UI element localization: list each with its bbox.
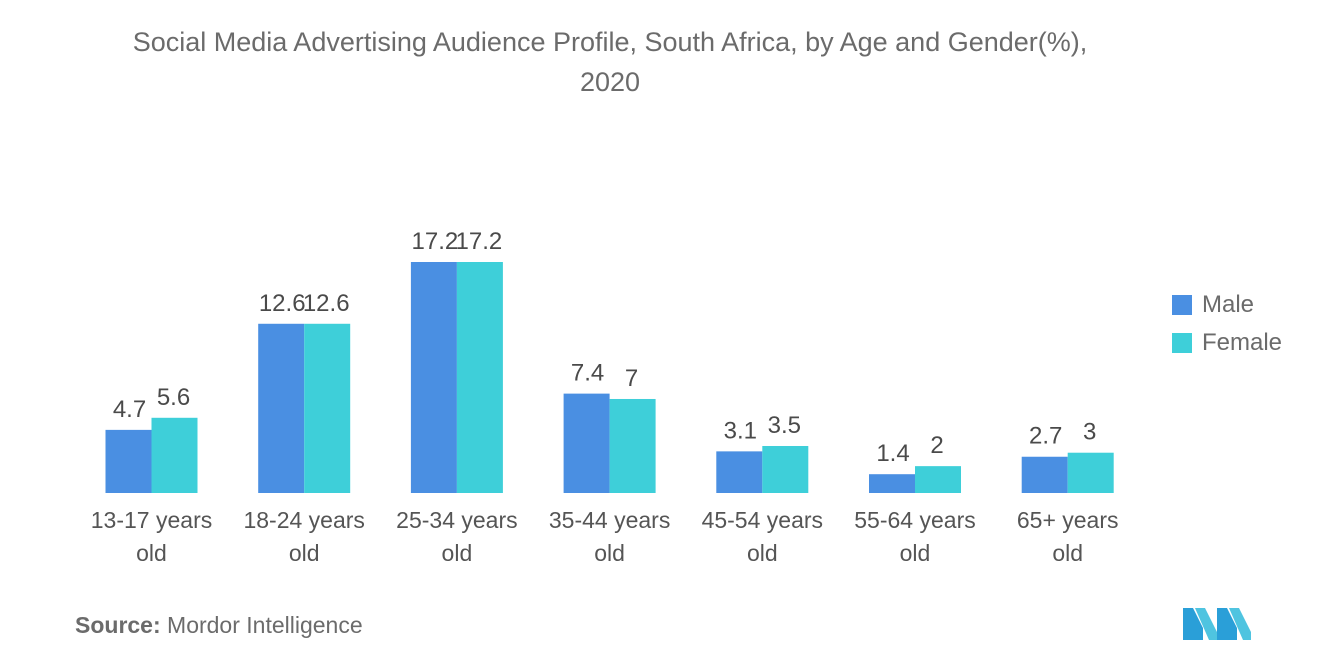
data-label: 4.7 bbox=[113, 396, 146, 423]
bar-female bbox=[609, 398, 656, 493]
category-label: 35-44 years old bbox=[549, 507, 670, 566]
legend-item-male: Male bbox=[1172, 286, 1282, 324]
legend-label-female: Female bbox=[1202, 329, 1283, 356]
bar-chart: 4.7 5.6 13-17 years old 12.612.6 18-24 years o… bbox=[91, 228, 1119, 566]
data-label: 12.6 bbox=[259, 290, 306, 317]
data-label: 7.4 bbox=[571, 360, 604, 387]
category-label: 25-34 years old bbox=[396, 507, 517, 566]
bar-female bbox=[304, 323, 351, 493]
category-label: 18-24 years old bbox=[243, 507, 364, 566]
legend-swatch-male bbox=[1172, 295, 1192, 315]
bar-male bbox=[258, 323, 305, 493]
category-label: 13-17 years old bbox=[91, 507, 212, 566]
data-label: 7 bbox=[625, 365, 638, 392]
bar-male bbox=[105, 429, 152, 493]
category-label: 45-54 years old bbox=[702, 507, 823, 566]
bar-male bbox=[563, 393, 610, 493]
data-label: 17.2 bbox=[456, 228, 503, 255]
chart-title: Social Media Advertising Audience Profil… bbox=[132, 27, 1088, 97]
bar-female bbox=[151, 417, 198, 493]
data-label: 12.6 bbox=[303, 290, 350, 317]
legend-item-female: Female bbox=[1172, 324, 1282, 362]
data-label: 5.6 bbox=[157, 384, 190, 411]
legend-label-male: Male bbox=[1202, 291, 1255, 318]
bar-male bbox=[869, 474, 915, 493]
bar-female bbox=[915, 466, 961, 493]
bar-male bbox=[716, 451, 763, 493]
data-label: 3.5 bbox=[768, 412, 801, 439]
data-label: 2.7 bbox=[1029, 423, 1062, 450]
data-label: 1.4 bbox=[876, 440, 909, 467]
data-label: 17.2 bbox=[412, 228, 459, 255]
source-note: Source: Mordor Intelligence bbox=[75, 612, 363, 639]
source-label: Source: bbox=[75, 612, 161, 638]
legend-swatch-female bbox=[1172, 333, 1192, 353]
bar-female bbox=[1067, 452, 1114, 493]
bar-female bbox=[762, 445, 809, 493]
bar-male bbox=[410, 262, 457, 493]
data-label: 3.1 bbox=[724, 417, 757, 444]
category-label: 55-64 years old bbox=[854, 507, 975, 566]
source-text: Mordor Intelligence bbox=[167, 612, 363, 638]
data-label: 3 bbox=[1083, 419, 1096, 446]
mordor-logo-icon bbox=[1183, 608, 1251, 640]
data-label: 2 bbox=[930, 432, 943, 459]
bar-female bbox=[456, 262, 503, 493]
category-label: 65+ years old bbox=[1017, 507, 1119, 566]
legend: Male Female bbox=[1172, 286, 1282, 362]
bar-male bbox=[1021, 456, 1068, 493]
